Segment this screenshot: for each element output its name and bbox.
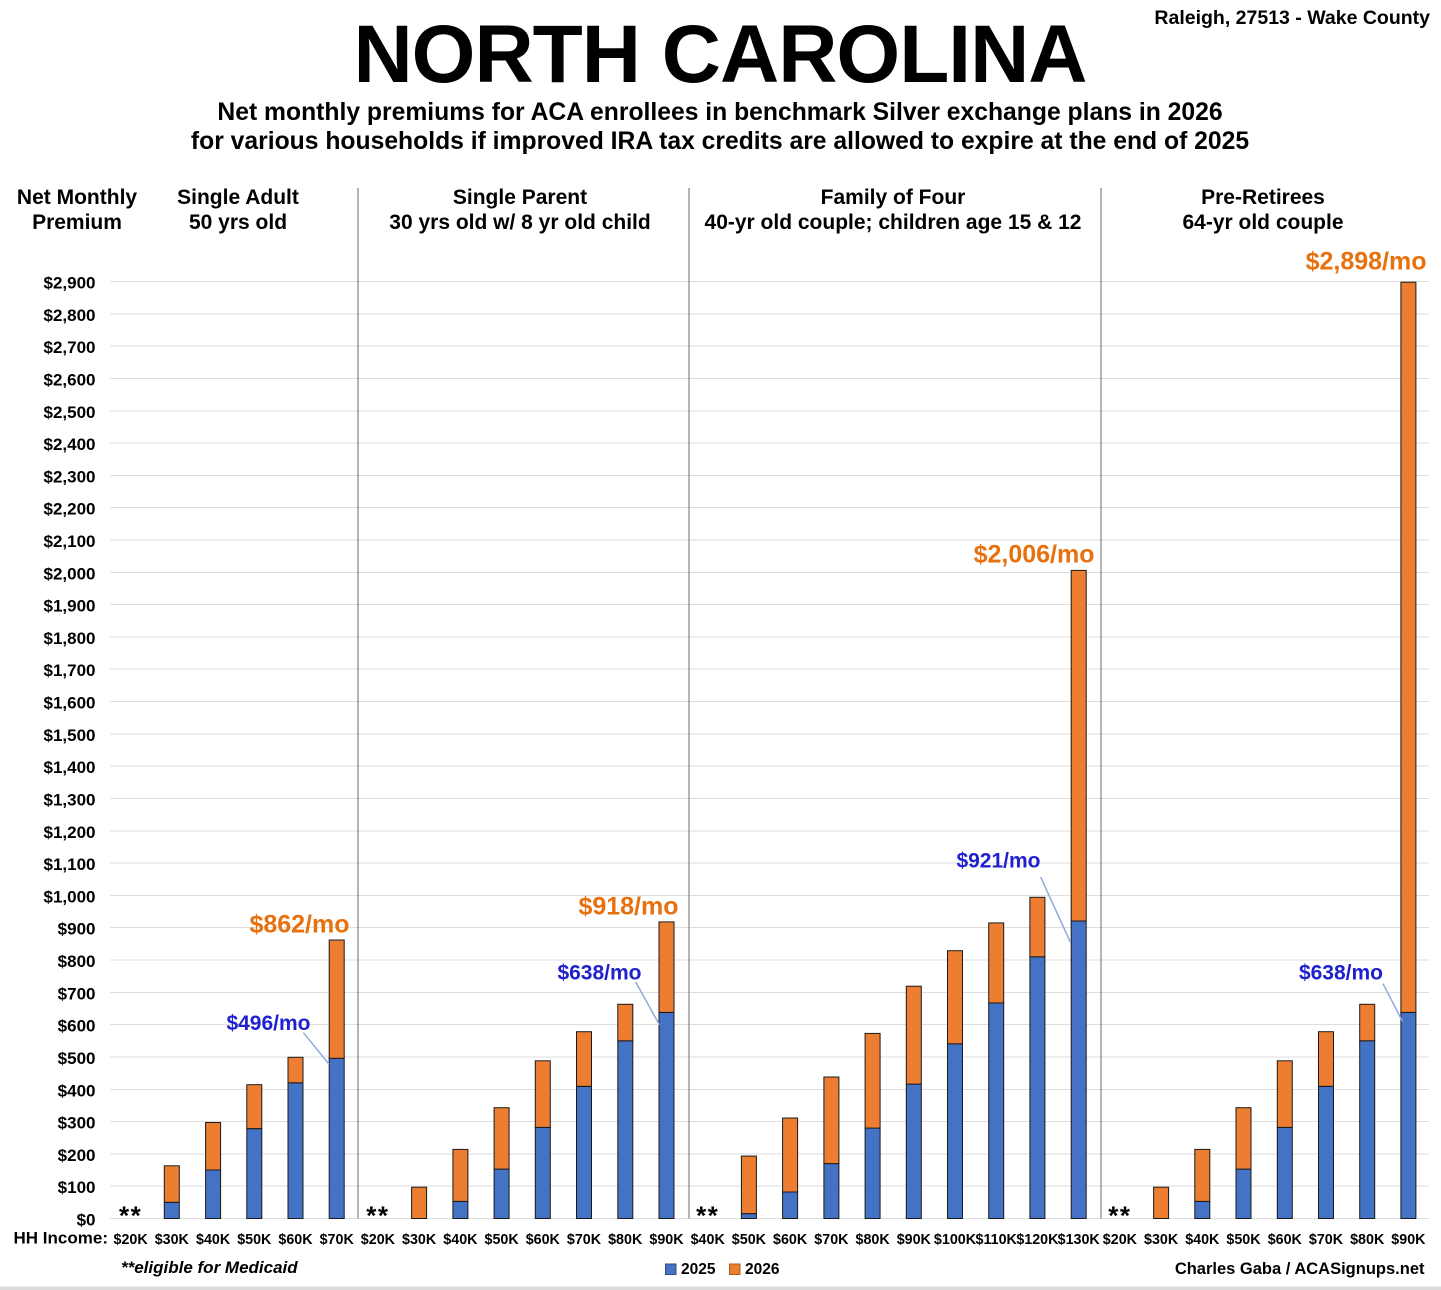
- svg-text:$50K: $50K: [732, 1232, 767, 1248]
- svg-text:$130K: $130K: [1058, 1232, 1101, 1248]
- svg-text:$70K: $70K: [320, 1232, 355, 1248]
- svg-text:**: **: [119, 1201, 142, 1231]
- svg-text:2025: 2025: [681, 1261, 716, 1278]
- svg-text:$90K: $90K: [649, 1232, 684, 1248]
- svg-text:Charles Gaba / ACASignups.net: Charles Gaba / ACASignups.net: [1175, 1260, 1425, 1278]
- svg-text:$2,500: $2,500: [44, 403, 96, 422]
- svg-text:$1,800: $1,800: [44, 629, 96, 648]
- svg-text:$2,700: $2,700: [44, 338, 96, 357]
- svg-text:$500: $500: [58, 1049, 96, 1068]
- svg-text:for various households if impr: for various households if improved IRA t…: [191, 128, 1249, 155]
- svg-text:$2,100: $2,100: [44, 532, 96, 551]
- svg-text:$496/mo: $496/mo: [226, 1012, 310, 1035]
- svg-text:$800: $800: [58, 952, 96, 971]
- svg-text:$60K: $60K: [278, 1232, 313, 1248]
- svg-text:$1,600: $1,600: [44, 694, 96, 713]
- svg-text:$1,700: $1,700: [44, 661, 96, 680]
- svg-text:$1,200: $1,200: [44, 823, 96, 842]
- svg-text:$120K: $120K: [1016, 1232, 1059, 1248]
- svg-text:$921/mo: $921/mo: [956, 850, 1040, 873]
- svg-text:HH Income:: HH Income:: [14, 1229, 108, 1248]
- svg-text:**eligible for Medicaid: **eligible for Medicaid: [121, 1258, 298, 1277]
- svg-text:Net monthly premiums for ACA e: Net monthly premiums for ACA enrollees i…: [217, 99, 1222, 126]
- svg-text:$1,500: $1,500: [44, 726, 96, 745]
- svg-text:$60K: $60K: [1268, 1232, 1303, 1248]
- svg-text:Net Monthly: Net Monthly: [17, 186, 137, 209]
- svg-text:$400: $400: [58, 1081, 96, 1100]
- svg-text:$2,400: $2,400: [44, 435, 96, 454]
- svg-text:$70K: $70K: [567, 1232, 602, 1248]
- svg-text:$2,000: $2,000: [44, 564, 96, 583]
- svg-text:$80K: $80K: [1350, 1232, 1385, 1248]
- svg-text:$1,400: $1,400: [44, 758, 96, 777]
- svg-text:Pre-Retirees: Pre-Retirees: [1201, 186, 1325, 209]
- svg-text:$900: $900: [58, 920, 96, 939]
- svg-text:$1,300: $1,300: [44, 791, 96, 810]
- svg-text:$30K: $30K: [155, 1232, 190, 1248]
- svg-text:Single Parent: Single Parent: [453, 186, 587, 209]
- svg-text:$90K: $90K: [897, 1232, 932, 1248]
- svg-text:**: **: [696, 1201, 719, 1231]
- svg-text:30 yrs old w/ 8 yr old child: 30 yrs old w/ 8 yr old child: [389, 211, 650, 234]
- svg-text:$638/mo: $638/mo: [557, 962, 641, 985]
- svg-text:$20K: $20K: [114, 1232, 149, 1248]
- svg-text:Premium: Premium: [32, 211, 122, 234]
- svg-text:40-yr old couple; children age: 40-yr old couple; children age 15 & 12: [705, 211, 1082, 234]
- svg-text:$2,898/mo: $2,898/mo: [1306, 248, 1427, 276]
- svg-text:**: **: [366, 1201, 389, 1231]
- svg-text:$70K: $70K: [1309, 1232, 1344, 1248]
- svg-text:$1,000: $1,000: [44, 887, 96, 906]
- svg-text:Raleigh, 27513 - Wake County: Raleigh, 27513 - Wake County: [1154, 7, 1430, 29]
- svg-text:$40K: $40K: [196, 1232, 231, 1248]
- svg-text:$2,900: $2,900: [44, 274, 96, 293]
- svg-text:$30K: $30K: [1144, 1232, 1179, 1248]
- svg-text:$90K: $90K: [1391, 1232, 1426, 1248]
- svg-text:$2,600: $2,600: [44, 370, 96, 389]
- svg-text:$862/mo: $862/mo: [249, 911, 349, 939]
- svg-text:$1,100: $1,100: [44, 855, 96, 874]
- svg-text:$40K: $40K: [691, 1232, 726, 1248]
- svg-text:$60K: $60K: [526, 1232, 561, 1248]
- svg-text:$638/mo: $638/mo: [1299, 962, 1383, 985]
- svg-text:$40K: $40K: [443, 1232, 478, 1248]
- svg-text:**: **: [1108, 1201, 1131, 1231]
- svg-text:64-yr old couple: 64-yr old couple: [1182, 211, 1343, 234]
- svg-text:2026: 2026: [745, 1261, 780, 1278]
- svg-text:Single Adult: Single Adult: [177, 186, 299, 209]
- svg-text:$1,900: $1,900: [44, 597, 96, 616]
- svg-text:NORTH CAROLINA: NORTH CAROLINA: [353, 9, 1086, 100]
- svg-text:$100: $100: [58, 1178, 96, 1197]
- svg-text:$918/mo: $918/mo: [578, 893, 678, 921]
- svg-text:50 yrs old: 50 yrs old: [189, 211, 287, 234]
- svg-text:$2,300: $2,300: [44, 467, 96, 486]
- svg-text:$20K: $20K: [1103, 1232, 1138, 1248]
- svg-text:$2,800: $2,800: [44, 306, 96, 325]
- svg-text:$700: $700: [58, 984, 96, 1003]
- svg-text:$100K: $100K: [934, 1232, 977, 1248]
- svg-text:$50K: $50K: [485, 1232, 520, 1248]
- svg-text:$80K: $80K: [856, 1232, 891, 1248]
- svg-text:$2,006/mo: $2,006/mo: [974, 541, 1095, 569]
- svg-text:$0: $0: [77, 1211, 96, 1230]
- svg-text:Family of Four: Family of Four: [821, 186, 966, 209]
- svg-text:$50K: $50K: [1226, 1232, 1261, 1248]
- svg-text:$300: $300: [58, 1114, 96, 1133]
- svg-text:$2,200: $2,200: [44, 500, 96, 519]
- svg-text:$50K: $50K: [237, 1232, 272, 1248]
- svg-text:$60K: $60K: [773, 1232, 808, 1248]
- svg-text:$110K: $110K: [976, 1232, 1018, 1248]
- svg-text:$200: $200: [58, 1146, 96, 1165]
- svg-text:$70K: $70K: [814, 1232, 849, 1248]
- svg-text:$600: $600: [58, 1017, 96, 1036]
- svg-text:$30K: $30K: [402, 1232, 437, 1248]
- svg-text:$40K: $40K: [1185, 1232, 1220, 1248]
- svg-text:$80K: $80K: [608, 1232, 643, 1248]
- svg-text:$20K: $20K: [361, 1232, 396, 1248]
